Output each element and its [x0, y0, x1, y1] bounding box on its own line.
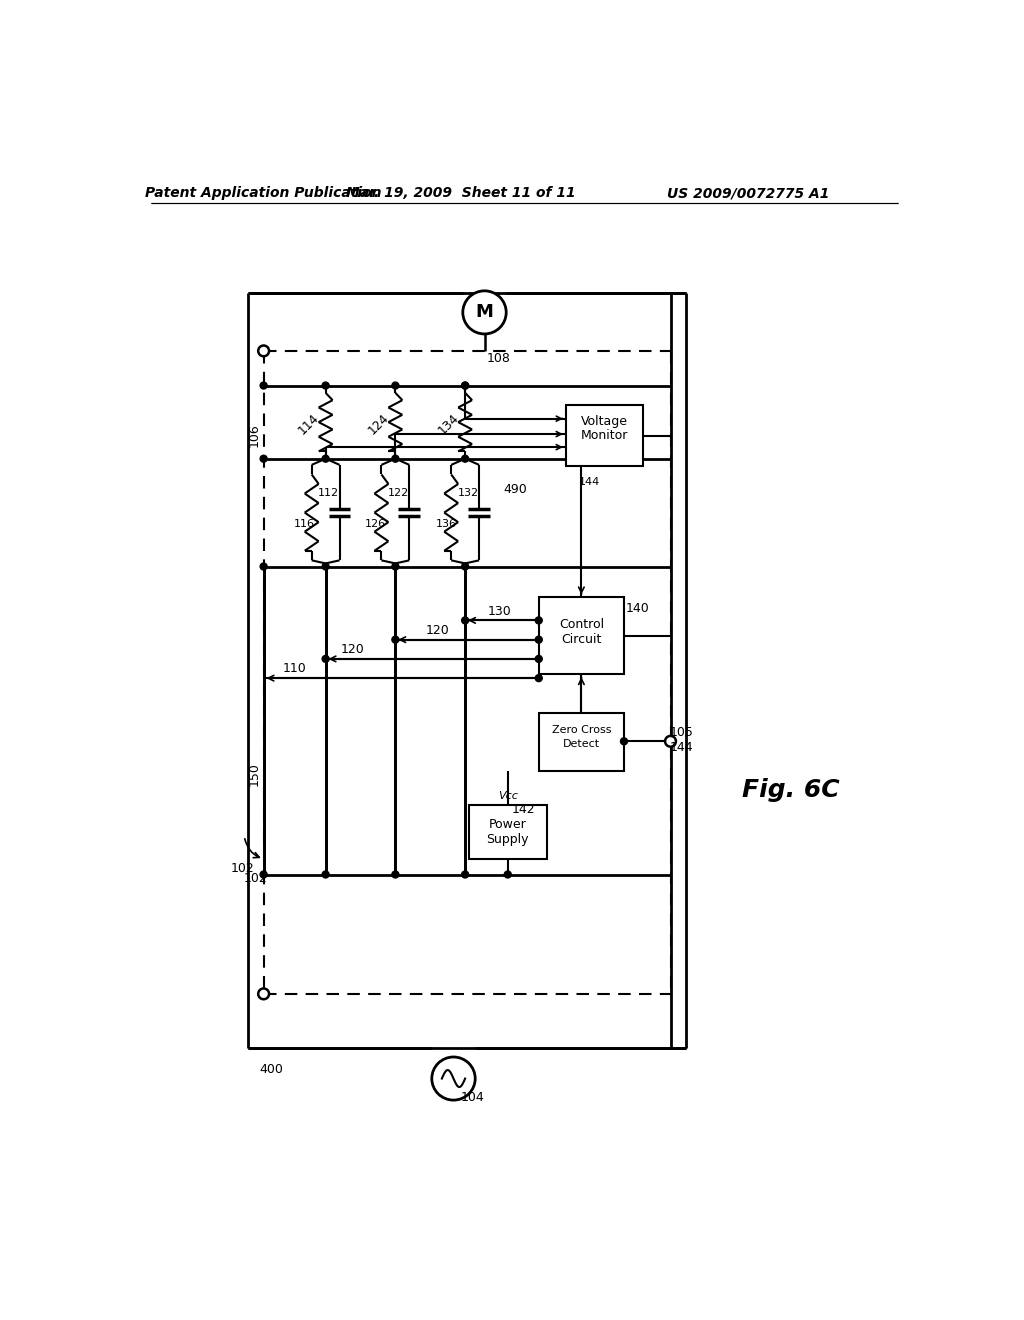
- Text: Circuit: Circuit: [561, 634, 601, 647]
- Text: M: M: [475, 304, 494, 321]
- Circle shape: [462, 381, 469, 389]
- Text: Vcc: Vcc: [498, 791, 518, 801]
- Text: 130: 130: [488, 605, 512, 618]
- Circle shape: [323, 871, 329, 878]
- Text: Monitor: Monitor: [581, 429, 629, 442]
- Circle shape: [462, 455, 469, 462]
- Text: 490: 490: [504, 483, 527, 496]
- Text: Detect: Detect: [563, 739, 600, 748]
- Circle shape: [323, 564, 329, 570]
- Text: 104: 104: [461, 1092, 484, 1105]
- Circle shape: [392, 871, 399, 878]
- Circle shape: [504, 871, 511, 878]
- Text: 114: 114: [296, 411, 322, 437]
- Text: Zero Cross: Zero Cross: [552, 725, 611, 735]
- Text: US 2009/0072775 A1: US 2009/0072775 A1: [667, 186, 829, 201]
- Text: Patent Application Publication: Patent Application Publication: [145, 186, 382, 201]
- Text: Fig. 6C: Fig. 6C: [741, 777, 840, 801]
- Text: 105: 105: [670, 726, 693, 739]
- Bar: [469, 805, 547, 859]
- Circle shape: [260, 381, 267, 389]
- Text: 400: 400: [259, 1063, 284, 1076]
- Bar: [566, 405, 643, 466]
- Text: 120: 120: [426, 624, 450, 638]
- Bar: [539, 597, 624, 675]
- Circle shape: [392, 381, 399, 389]
- Circle shape: [323, 455, 329, 462]
- Text: Supply: Supply: [486, 833, 529, 846]
- Circle shape: [432, 1057, 475, 1100]
- Text: 124: 124: [366, 411, 391, 437]
- Circle shape: [462, 564, 469, 570]
- Circle shape: [258, 989, 269, 999]
- Text: 136: 136: [436, 519, 457, 529]
- Text: 108: 108: [486, 352, 510, 366]
- Text: 144: 144: [579, 477, 600, 487]
- Bar: [539, 713, 624, 771]
- Circle shape: [260, 564, 267, 570]
- Circle shape: [462, 381, 469, 389]
- Text: 142: 142: [511, 803, 536, 816]
- Circle shape: [260, 871, 267, 878]
- Circle shape: [536, 656, 543, 663]
- Text: 102: 102: [244, 871, 267, 884]
- Text: 112: 112: [318, 488, 339, 499]
- Circle shape: [536, 616, 543, 624]
- Circle shape: [462, 871, 469, 878]
- Circle shape: [258, 346, 269, 356]
- Text: 116: 116: [294, 519, 314, 529]
- Text: 132: 132: [458, 488, 479, 499]
- Circle shape: [323, 656, 329, 663]
- Circle shape: [536, 675, 543, 681]
- Text: 106: 106: [248, 424, 261, 447]
- Text: Mar. 19, 2009  Sheet 11 of 11: Mar. 19, 2009 Sheet 11 of 11: [346, 186, 577, 201]
- Text: 140: 140: [626, 602, 650, 615]
- Circle shape: [392, 636, 399, 643]
- Circle shape: [260, 455, 267, 462]
- Circle shape: [621, 738, 628, 744]
- Circle shape: [665, 737, 676, 747]
- Text: 126: 126: [365, 519, 386, 529]
- Circle shape: [323, 381, 329, 389]
- Text: 120: 120: [341, 643, 365, 656]
- Text: Power: Power: [488, 818, 526, 832]
- Text: Voltage: Voltage: [582, 416, 628, 428]
- Circle shape: [462, 616, 469, 624]
- Text: 134: 134: [435, 411, 461, 437]
- Text: 110: 110: [283, 663, 306, 676]
- Circle shape: [463, 290, 506, 334]
- Text: 150: 150: [248, 763, 261, 787]
- Text: 144: 144: [670, 741, 693, 754]
- Text: 102: 102: [230, 862, 254, 875]
- Circle shape: [392, 455, 399, 462]
- Text: 122: 122: [388, 488, 410, 499]
- Circle shape: [536, 636, 543, 643]
- Text: Control: Control: [559, 618, 604, 631]
- Circle shape: [392, 564, 399, 570]
